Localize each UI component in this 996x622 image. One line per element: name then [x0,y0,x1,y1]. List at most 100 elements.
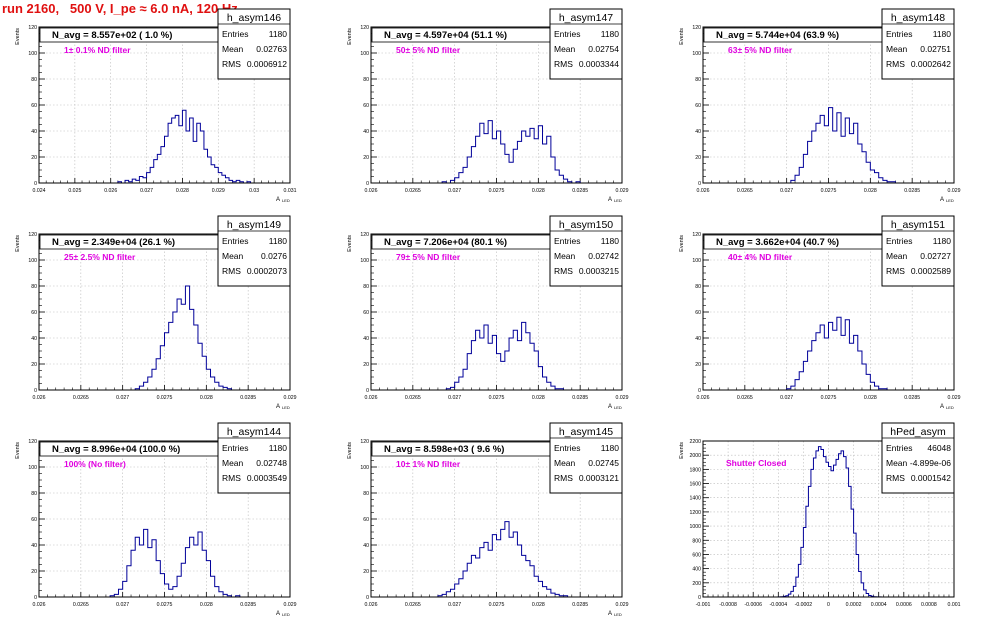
stats-value-entries: 1180 [601,236,620,246]
stats-box [217,8,291,80]
y-tick-label: 120 [28,25,37,31]
x-axis-label: A LED [940,197,954,203]
y-tick-label: 0 [698,388,701,394]
y-tick-label: 60 [363,517,369,523]
stats-box [549,422,623,494]
y-tick-label: 1200 [689,510,701,516]
navg-label: N_avg = 7.206e+04 (80.1 %) [384,237,507,248]
histogram-name: h_asym145 [559,426,613,438]
y-tick-label: 100 [360,51,369,57]
y-tick-label: 0 [366,388,369,394]
x-tick-label: 0.031 [284,188,297,194]
y-tick-label: 20 [695,362,701,368]
x-tick-label: 0.0285 [240,602,256,608]
y-tick-label: 2000 [689,453,701,459]
filter-annotation: 50± 5% ND filter [396,45,461,55]
stats-label-entries: Entries [222,236,248,246]
plot-frame [38,440,291,598]
y-tick-label: 20 [31,155,37,161]
x-tick-label: 0.028 [864,188,877,194]
stats-value-mean: 0.0276 [261,251,287,261]
stats-label-mean: Mean [222,251,244,261]
x-tick-label: 0.0265 [405,395,421,401]
x-tick-label: 0.03 [249,188,259,194]
x-tick-label: 0.0285 [572,395,588,401]
histogram-name: h_asym146 [227,12,281,24]
stats-label-rms: RMS [886,59,905,69]
stats-value-entries: 1180 [933,29,952,39]
x-tick-label: 0.0004 [871,602,887,608]
y-tick-label: 0 [34,388,37,394]
y-tick-label: 40 [31,543,37,549]
y-axis-label: Events [347,28,353,45]
y-tick-label: 20 [695,155,701,161]
y-axis-label: Events [15,28,21,45]
histogram-panel-h_asym148: 0.026 0.0265 0.027 0.0275 0.028 0.0285 0.029 0 2… [679,8,961,203]
y-tick-label: 600 [692,552,701,558]
filter-annotation: 10± 1% ND filter [396,459,461,469]
x-tick-label: 0.0275 [489,188,505,194]
histogram-name: h_asym147 [559,12,613,24]
y-tick-label: 0 [698,181,701,187]
x-tick-label: -0.0008 [719,602,737,608]
stats-label-rms: RMS [222,59,241,69]
histogram-panel-h_asym145: 0.026 0.0265 0.027 0.0275 0.028 0.0285 0.029 0 2… [347,422,629,617]
y-axis-label: Events [15,235,21,252]
x-tick-label: 0.001 [948,602,961,608]
x-tick-label: 0.027 [448,602,461,608]
y-tick-label: 80 [695,77,701,83]
y-tick-label: 40 [363,129,369,135]
x-tick-label: 0.029 [616,602,629,608]
plot-frame [702,26,955,184]
plot-frame [38,233,291,391]
x-tick-label: 0.0265 [737,395,753,401]
y-tick-label: 60 [695,310,701,316]
navg-label: N_avg = 2.349e+04 (26.1 %) [52,237,175,248]
stats-value-mean: 0.02763 [256,44,287,54]
histogram-panel-hPed_asym: -0.001 -0.0008 -0.0006 -0.0004 -0.0002 0 0.000… [679,422,961,608]
y-tick-label: 2200 [689,439,701,445]
stats-value-entries: 1180 [269,236,288,246]
stats-label-entries: Entries [554,29,580,39]
stats-value-entries: 1180 [269,29,288,39]
x-axis-label: A LED [276,404,290,410]
stats-label-entries: Entries [886,236,912,246]
stats-label-rms: RMS [222,473,241,483]
histogram-panel-h_asym150: 0.026 0.0265 0.027 0.0275 0.028 0.0285 0.029 0 2… [347,215,629,410]
x-tick-label: 0.0006 [896,602,912,608]
stats-value-entries: 1180 [269,443,288,453]
y-tick-label: 100 [692,258,701,264]
y-tick-label: 0 [34,595,37,601]
x-tick-label: 0.024 [33,188,46,194]
y-tick-label: 0 [366,181,369,187]
y-tick-label: 0 [34,181,37,187]
x-tick-label: 0 [827,602,830,608]
stats-box [549,215,623,287]
x-tick-label: 0.0002 [846,602,862,608]
y-tick-label: 1400 [689,496,701,502]
x-tick-label: 0.0275 [157,395,173,401]
y-tick-label: 40 [695,129,701,135]
x-axis-label: A LED [608,611,622,617]
navg-label: N_avg = 4.597e+04 (51.1 %) [384,30,507,41]
x-tick-label: -0.0004 [769,602,787,608]
stats-label-entries: Entries [554,443,580,453]
x-tick-label: 0.029 [948,188,961,194]
x-tick-label: 0.0265 [405,188,421,194]
stats-box [217,215,291,287]
histogram-panel-h_asym147: 0.026 0.0265 0.027 0.0275 0.028 0.0285 0.029 0 2… [347,8,629,203]
histogram-name: h_asym150 [559,219,613,231]
y-tick-label: 20 [363,362,369,368]
x-tick-label: 0.026 [33,602,46,608]
x-tick-label: 0.027 [780,395,793,401]
y-tick-label: 80 [363,284,369,290]
y-tick-label: 40 [695,336,701,342]
stats-value-rms: 0.0006912 [247,59,287,69]
navg-label: N_avg = 8.598e+03 ( 9.6 %) [384,444,504,455]
x-tick-label: -0.0006 [744,602,762,608]
plot-frame [370,26,623,184]
y-tick-label: 0 [366,595,369,601]
filter-annotation: 1± 0.1% ND filter [64,45,131,55]
histogram-panel-h_asym144: 0.026 0.0265 0.027 0.0275 0.028 0.0285 0.029 0 2… [15,422,297,617]
x-tick-label: 0.029 [616,188,629,194]
